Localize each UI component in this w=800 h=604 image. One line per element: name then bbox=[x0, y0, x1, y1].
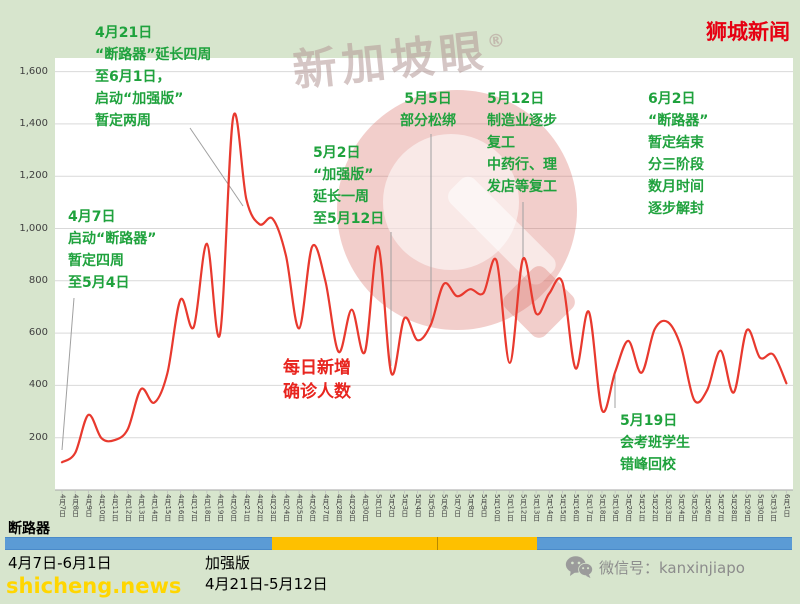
registered-mark-icon: ® bbox=[485, 29, 507, 53]
x-axis-tick-label: 5月22日 bbox=[651, 494, 660, 522]
y-axis-tick-label: 400 bbox=[28, 379, 48, 391]
x-axis-tick-label: 4月11日 bbox=[111, 494, 120, 522]
x-axis-tick-label: 4月15日 bbox=[163, 494, 172, 522]
x-axis-tick-label: 5月26日 bbox=[703, 494, 712, 522]
y-axis-tick-label: 800 bbox=[28, 274, 48, 286]
x-axis-tick-label: 5月1日 bbox=[374, 494, 383, 517]
circuit-breaker-label: 断路器 bbox=[8, 521, 50, 537]
x-axis-tick-label: 4月7日 bbox=[58, 494, 67, 517]
x-axis-tick-label: 5月25日 bbox=[690, 494, 699, 522]
x-axis-tick-label: 5月15日 bbox=[558, 494, 567, 522]
x-axis-tick-label: 5月6日 bbox=[440, 494, 449, 517]
x-axis-tick-label: 4月29日 bbox=[348, 494, 357, 522]
annotation-may12: 5月12日 制造业逐步 复工 中药行、理 发店等复工 bbox=[487, 91, 557, 195]
annotation-may19: 5月19日 会考班学生 错峰回校 bbox=[620, 413, 690, 473]
circuit-breaker-range: 4月7日-6月1日 bbox=[8, 554, 112, 572]
x-axis-tick-label: 4月16日 bbox=[177, 494, 186, 522]
y-axis-tick-label: 1,600 bbox=[19, 65, 48, 77]
y-axis-tick-label: 600 bbox=[28, 327, 48, 339]
enhanced-bar-divider bbox=[437, 537, 438, 550]
x-axis-tick-label: 6月1日 bbox=[782, 494, 791, 517]
x-axis-tick-label: 5月5日 bbox=[427, 494, 436, 517]
x-axis-tick-label: 5月8日 bbox=[466, 494, 475, 517]
x-axis-tick-label: 4月18日 bbox=[203, 494, 212, 522]
y-axis-tick-label: 1,400 bbox=[19, 117, 48, 129]
x-axis-tick-label: 4月8日 bbox=[71, 494, 80, 517]
annotation-apr21: 4月21日 “断路器”延长四周 至6月1日， 启动“加强版” 暂定两周 bbox=[95, 25, 212, 129]
x-axis-tick-label: 4月14日 bbox=[150, 494, 159, 522]
x-axis-tick-label: 5月7日 bbox=[453, 494, 462, 517]
x-axis-tick-label: 5月10日 bbox=[493, 494, 502, 522]
x-axis-tick-label: 4月27日 bbox=[321, 494, 330, 522]
x-axis-tick-label: 5月9日 bbox=[479, 494, 488, 517]
x-axis-tick-label: 4月26日 bbox=[308, 494, 317, 522]
series-label: 每日新增 确诊人数 bbox=[283, 358, 351, 402]
x-axis-tick-label: 5月31日 bbox=[769, 494, 778, 522]
annotation-may2: 5月2日 “加强版” 延长一周 至5月12日 bbox=[313, 145, 385, 227]
x-axis-tick-label: 4月22日 bbox=[256, 494, 265, 522]
site-logo-text: shicheng.news bbox=[6, 574, 182, 598]
x-axis-tick-label: 4月17日 bbox=[190, 494, 199, 522]
x-axis-tick-label: 4月13日 bbox=[137, 494, 146, 522]
x-axis-tick-label: 5月28日 bbox=[730, 494, 739, 522]
y-axis-tick-label: 200 bbox=[28, 431, 48, 443]
x-axis-tick-label: 5月29日 bbox=[743, 494, 752, 522]
x-axis-tick-label: 4月9日 bbox=[84, 494, 93, 517]
x-axis-tick-label: 5月18日 bbox=[598, 494, 607, 522]
x-axis-tick-label: 5月17日 bbox=[585, 494, 594, 522]
enhanced-period-bar bbox=[272, 537, 537, 550]
wechat-id-text: 微信号：kanxinjiapo bbox=[599, 558, 745, 577]
x-axis-tick-label: 5月30日 bbox=[756, 494, 765, 522]
brand-title: 狮城新闻 bbox=[706, 20, 790, 44]
x-axis-tick-label: 4月21日 bbox=[242, 494, 251, 522]
y-axis-tick-label: 1,200 bbox=[19, 170, 48, 182]
x-axis-tick-label: 5月20日 bbox=[624, 494, 633, 522]
annotation-may5: 5月5日 部分松绑 bbox=[400, 91, 456, 129]
x-axis-tick-label: 5月2日 bbox=[387, 494, 396, 517]
x-axis-tick-label: 4月28日 bbox=[335, 494, 344, 522]
x-axis-tick-label: 4月12日 bbox=[124, 494, 133, 522]
x-axis-tick-label: 4月10日 bbox=[98, 494, 106, 522]
wechat-contact: 微信号：kanxinjiapo bbox=[565, 555, 745, 579]
x-axis-tick-label: 5月3日 bbox=[400, 494, 409, 517]
wechat-icon bbox=[565, 556, 593, 579]
enhanced-label: 加强版 bbox=[205, 554, 251, 572]
x-axis-tick-label: 5月19日 bbox=[611, 494, 620, 522]
x-axis-tick-label: 4月30日 bbox=[361, 494, 370, 522]
x-axis-tick-label: 5月23日 bbox=[664, 494, 673, 522]
x-axis-tick-label: 5月21日 bbox=[637, 494, 646, 522]
x-axis-tick-label: 5月14日 bbox=[545, 494, 554, 522]
x-axis-tick-label: 5月4日 bbox=[414, 494, 423, 517]
x-axis-tick-label: 4月23日 bbox=[269, 494, 278, 522]
x-axis-tick-label: 5月24日 bbox=[677, 494, 686, 522]
x-axis-tick-label: 4月19日 bbox=[216, 494, 225, 522]
x-axis-tick-label: 5月27日 bbox=[717, 494, 725, 522]
annotation-apr7: 4月7日 启动“断路器” 暂定四周 至5月4日 bbox=[68, 209, 157, 291]
x-axis-tick-label: 5月16日 bbox=[572, 494, 581, 522]
x-axis-tick-label: 5月12日 bbox=[519, 494, 528, 522]
x-axis-tick-label: 4月24日 bbox=[282, 494, 291, 522]
x-axis-tick-label: 4月20日 bbox=[229, 494, 238, 522]
x-axis-tick-label: 5月13日 bbox=[532, 494, 541, 522]
y-axis-tick-label: 1,000 bbox=[19, 222, 48, 234]
enhanced-range: 4月21日-5月12日 bbox=[205, 575, 328, 593]
x-axis-tick-label: 5月11日 bbox=[506, 494, 515, 522]
annotation-jun2: 6月2日 “断路器” 暂定结束 分三阶段 数月时间 逐步解封 bbox=[648, 91, 709, 217]
x-axis-tick-label: 4月25日 bbox=[295, 494, 304, 522]
